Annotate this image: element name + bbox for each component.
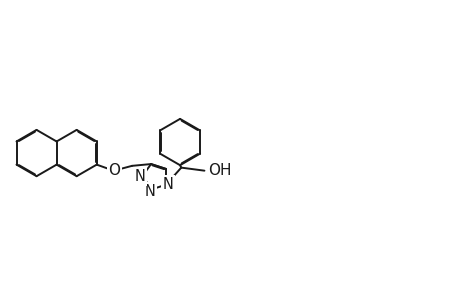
Text: N: N [134,169,145,184]
Text: N: N [162,177,173,192]
Text: OH: OH [207,163,231,178]
Text: N: N [145,184,156,199]
Text: O: O [108,163,120,178]
